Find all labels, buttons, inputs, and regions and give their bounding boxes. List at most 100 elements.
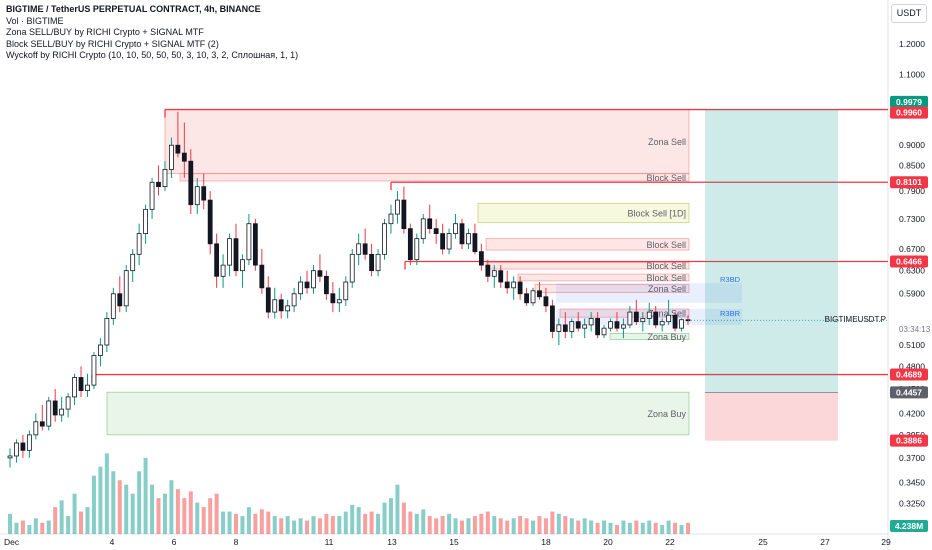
volume-bar (233, 513, 239, 534)
legend-volume[interactable]: Vol · BIGTIME (6, 15, 64, 26)
candle-body (252, 223, 258, 266)
price-label: 0.3886 (890, 434, 928, 447)
candle (601, 324, 607, 339)
zone-label: Block Sell (646, 240, 686, 250)
candle (7, 448, 13, 468)
candle (382, 218, 387, 260)
price-label-bg (890, 176, 928, 189)
candle (666, 299, 672, 325)
volume-bar (137, 471, 142, 534)
candle (201, 173, 207, 210)
price-label: 0.4457 (890, 386, 928, 399)
price-label-text: 0.4689 (896, 370, 922, 380)
candle-body (39, 421, 45, 427)
price-label: 0.9979 (890, 95, 928, 108)
candle-body (478, 251, 484, 266)
currency-button[interactable]: USDT (891, 4, 927, 23)
candle-body (207, 199, 213, 245)
candle-body (395, 199, 400, 215)
x-tick-label: 8 (234, 537, 239, 547)
candle-body (162, 169, 168, 188)
volume-bar (337, 516, 342, 534)
candle-body (59, 408, 65, 416)
price-label-bg (890, 95, 928, 108)
target-area (705, 108, 838, 393)
volume-bar (182, 498, 187, 534)
candle (285, 299, 291, 319)
volume-bar (195, 502, 200, 534)
volume-bar (266, 511, 271, 534)
candle (304, 270, 310, 294)
candle-body (110, 293, 116, 319)
candle-body (595, 318, 601, 336)
candle (272, 287, 278, 319)
candle (117, 276, 123, 313)
y-tick-label: 0.5100 (899, 340, 925, 350)
zone-buy (106, 391, 690, 436)
volume-bar (117, 480, 122, 534)
candle-body (26, 434, 32, 451)
candle-body (401, 199, 407, 230)
volume-bar (324, 513, 329, 534)
candle-body (265, 287, 271, 313)
volume-bar (595, 522, 600, 534)
y-tick-label: 0.3700 (899, 453, 925, 463)
candle (20, 434, 26, 458)
volume-bar (59, 500, 64, 534)
legend-symbol[interactable]: BIGTIME / TetherUS PERPETUAL CONTRACT, 4… (6, 4, 261, 14)
price-label-text: 0.8101 (896, 177, 922, 187)
candle (233, 223, 239, 277)
volume-bar (627, 522, 632, 534)
candle-body (646, 311, 652, 319)
price-label-text: 0.9979 (896, 97, 922, 107)
candle (323, 270, 329, 300)
candle (608, 318, 613, 332)
volume-bar (472, 516, 477, 534)
volume-bar (227, 511, 232, 534)
volume-layer (7, 453, 691, 534)
y-tick-label: 0.7300 (899, 214, 925, 224)
candle (659, 318, 665, 332)
candle-body (375, 253, 381, 272)
position-tool-layer (705, 108, 838, 441)
wyckoff-box (556, 283, 742, 303)
legend-indicator-2[interactable]: Block SELL/BUY by RICHI Crypto + SIGNAL … (6, 38, 219, 49)
candle-body (175, 144, 181, 154)
candle-body (537, 290, 542, 298)
price-label-bg (890, 255, 928, 268)
candle-body (330, 293, 336, 304)
volume-bar (240, 516, 245, 534)
candle (401, 186, 407, 234)
wyckoff-label: R3BD (720, 275, 741, 284)
candle (369, 243, 375, 277)
y-tick-label: 0.3250 (899, 498, 925, 508)
candle-body (530, 290, 536, 304)
candle (569, 318, 575, 339)
volume-bar (53, 507, 58, 534)
candle (59, 396, 65, 422)
candle-body (349, 253, 355, 283)
candle (343, 276, 349, 306)
legend-indicator-3[interactable]: Wyckoff by RICHI Crypto (10, 10, 50, 50,… (6, 50, 299, 60)
candle (175, 111, 181, 158)
volume-bar (130, 493, 135, 534)
candle-body (640, 318, 646, 323)
candle-body (298, 281, 303, 295)
volume-bar (524, 518, 529, 534)
legend-indicator-1[interactable]: Zona SELL/BUY by RICHI Crypto + SIGNAL M… (6, 27, 204, 37)
candle-body (130, 253, 136, 272)
candle (427, 204, 433, 234)
volume-bar (91, 475, 96, 534)
candle-body (504, 281, 510, 289)
candle-body (336, 299, 342, 304)
candle (181, 122, 187, 178)
volume-bar (124, 484, 129, 534)
candle-body (181, 152, 187, 162)
candle (97, 338, 103, 367)
candle (440, 223, 446, 255)
candle (240, 254, 245, 288)
zone-buy (609, 333, 690, 340)
candle (259, 249, 265, 294)
